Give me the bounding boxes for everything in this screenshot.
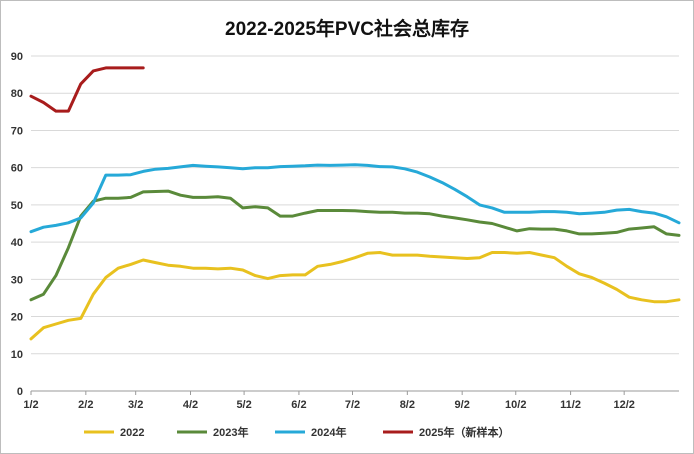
x-tick-label: 8/2: [400, 399, 415, 411]
y-axis-ticks: 0 10 20 30 40 50 60 70 80 90: [11, 51, 23, 398]
legend-label-1: 2022: [120, 427, 144, 439]
x-tick-label: 11/2: [560, 399, 581, 411]
x-tick-label: 1/2: [23, 399, 38, 411]
y-tick-label: 40: [11, 237, 23, 249]
x-tick-label: 10/2: [505, 399, 526, 411]
gridlines: [31, 55, 679, 392]
y-tick-label: 30: [11, 274, 23, 286]
x-tick-label: 3/2: [128, 399, 143, 411]
series-line-2: [29, 189, 681, 302]
y-tick-label: 10: [11, 349, 23, 361]
legend-label-2: 2023年: [213, 425, 248, 439]
y-tick-label: 90: [11, 51, 23, 63]
x-tick-label: 6/2: [291, 399, 306, 411]
y-tick-label: 20: [11, 312, 23, 324]
legend-label-3: 2024年: [311, 425, 346, 439]
x-tick-label: 7/2: [345, 399, 360, 411]
legend-label-4: 2025年（新样本）: [419, 425, 509, 439]
legend: 2022 2023年 2024年 2025年（新样本）: [84, 425, 509, 439]
y-tick-label: 50: [11, 200, 23, 212]
chart-title: 2022-2025年PVC社会总库存: [225, 19, 469, 40]
series-lines: [29, 66, 681, 341]
series-line-1: [29, 251, 681, 341]
y-tick-label: 80: [11, 88, 23, 100]
x-axis-ticks: 1/2 2/2 3/2 4/2 5/2 6/2 7/2 8/2 9/2 10/2 11/2 12/2: [23, 391, 635, 411]
y-tick-label: 60: [11, 163, 23, 175]
y-tick-label: 70: [11, 125, 23, 137]
series-line-4: [29, 66, 145, 113]
y-tick-label: 0: [17, 386, 23, 398]
series-line-3: [29, 163, 681, 234]
x-tick-label: 4/2: [183, 399, 198, 411]
x-tick-label: 12/2: [613, 399, 634, 411]
x-tick-label: 5/2: [236, 399, 251, 411]
x-tick-label: 2/2: [78, 399, 93, 411]
x-tick-label: 9/2: [455, 399, 470, 411]
